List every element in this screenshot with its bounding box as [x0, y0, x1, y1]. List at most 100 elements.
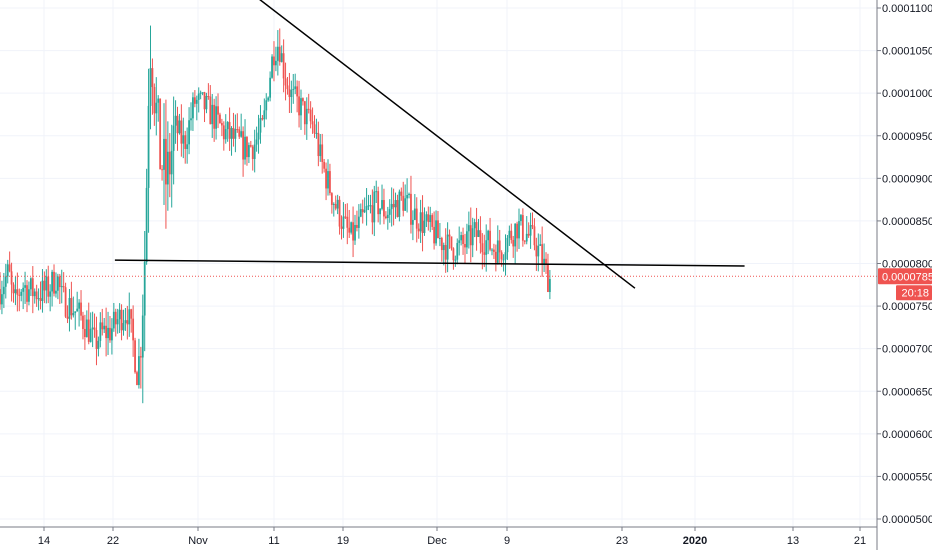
candle-down	[53, 271, 55, 294]
candle-up	[107, 327, 109, 339]
candle-down	[321, 144, 324, 162]
candle-up	[357, 216, 360, 228]
candle-up	[275, 60, 277, 66]
candle-up	[149, 68, 152, 106]
candle-up	[234, 129, 237, 139]
candle-down	[531, 225, 534, 227]
candle-up	[496, 240, 499, 264]
candle-down	[356, 224, 358, 228]
candle-down	[209, 96, 212, 125]
candle-down	[361, 209, 364, 213]
candle-up	[155, 102, 158, 114]
candle-down	[307, 108, 310, 110]
candle-up	[197, 93, 200, 100]
candle-up	[4, 276, 7, 287]
candle-up	[89, 328, 92, 342]
candle-down	[31, 278, 34, 297]
candle-up	[305, 108, 308, 125]
candle-up	[404, 198, 407, 211]
x-tick-label: 22	[107, 535, 119, 547]
candle-down	[207, 96, 210, 98]
candle-down	[126, 320, 129, 325]
candle-up	[1, 294, 3, 305]
candle-up	[408, 193, 410, 196]
candle-down	[302, 98, 304, 102]
candle-up	[350, 222, 353, 233]
candle-up	[435, 220, 437, 244]
candle-down	[475, 222, 478, 237]
y-tick-label: 0.0000550	[882, 471, 932, 483]
candle-down	[340, 226, 343, 229]
candle-up	[128, 309, 131, 325]
candle-down	[180, 120, 183, 144]
candle-up	[170, 150, 173, 175]
candle-down	[521, 215, 524, 241]
candle-down	[512, 239, 515, 247]
x-tick-label: 21	[854, 535, 866, 547]
candle-down	[242, 131, 245, 160]
candle-up	[28, 289, 30, 302]
candle-down	[348, 227, 351, 233]
candle-up	[315, 132, 318, 134]
candle-up	[178, 120, 181, 134]
y-tick-label: 0.0000900	[882, 173, 932, 185]
candle-up	[255, 139, 258, 145]
candle-down	[168, 151, 171, 175]
candle-up	[226, 122, 229, 130]
trendline-descending-resistance	[259, 0, 636, 289]
candle-down	[219, 114, 221, 123]
candle-down	[464, 244, 466, 248]
candle-down	[278, 46, 281, 62]
candle-up	[290, 89, 293, 98]
candle-up	[460, 235, 463, 241]
candle-up	[398, 191, 401, 217]
candle-up	[477, 230, 480, 237]
candle-up	[439, 238, 441, 240]
candle-down	[232, 128, 235, 139]
y-tick-label: 0.0001000	[882, 88, 932, 100]
candle-down	[431, 215, 434, 227]
candle-down	[392, 203, 395, 208]
x-tick-label: 19	[337, 535, 349, 547]
candle-up	[201, 92, 204, 94]
candle-up	[29, 278, 32, 290]
y-tick-label: 0.0000600	[882, 429, 932, 441]
candle-up	[388, 209, 391, 215]
candle-up	[456, 242, 459, 260]
candle-up	[224, 129, 227, 140]
candle-up	[51, 271, 53, 292]
candle-up	[373, 191, 376, 223]
candle-up	[518, 221, 520, 239]
candle-down	[134, 340, 136, 373]
candle-up	[259, 118, 262, 133]
candle-up	[166, 151, 169, 185]
candle-up	[37, 298, 40, 300]
candle-up	[72, 313, 75, 316]
y-tick-label: 0.0000800	[882, 259, 932, 271]
candle-down	[12, 284, 15, 294]
candle-up	[473, 222, 476, 229]
candle-down	[535, 245, 538, 257]
y-tick-label: 0.0000650	[882, 386, 932, 398]
candle-up	[294, 86, 297, 89]
candle-down	[377, 191, 380, 215]
candle-up	[280, 53, 283, 62]
candle-up	[163, 138, 165, 170]
candle-up	[76, 308, 79, 312]
candle-up	[97, 340, 100, 349]
candle-down	[105, 325, 108, 339]
candle-up	[466, 231, 468, 248]
candle-down	[309, 109, 312, 122]
candle-up	[244, 136, 246, 160]
candle-down	[440, 238, 443, 251]
candle-up	[446, 234, 449, 260]
candle-down	[139, 356, 142, 358]
y-tick-label: 0.0000500	[882, 514, 932, 526]
candle-down	[87, 319, 90, 342]
candle-up	[423, 220, 426, 233]
candle-up	[411, 219, 414, 225]
candle-down	[527, 233, 530, 236]
candle-down	[161, 169, 163, 171]
candle-up	[429, 215, 432, 223]
